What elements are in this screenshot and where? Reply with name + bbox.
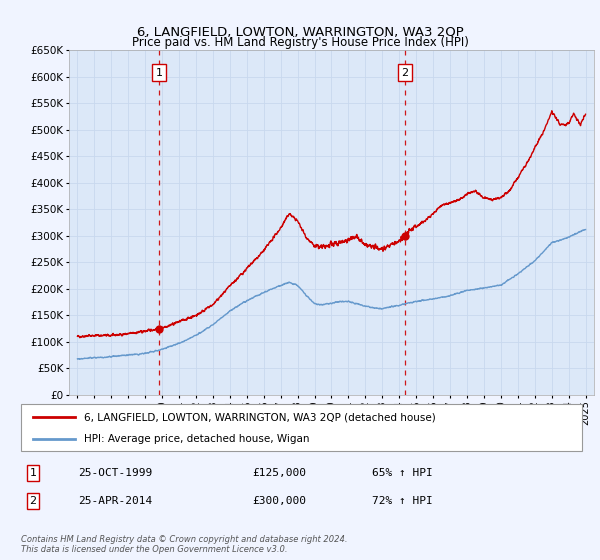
Text: 72% ↑ HPI: 72% ↑ HPI — [372, 496, 433, 506]
Text: £300,000: £300,000 — [252, 496, 306, 506]
Text: Price paid vs. HM Land Registry's House Price Index (HPI): Price paid vs. HM Land Registry's House … — [131, 36, 469, 49]
Text: 25-APR-2014: 25-APR-2014 — [78, 496, 152, 506]
Text: £125,000: £125,000 — [252, 468, 306, 478]
Text: 1: 1 — [155, 68, 163, 78]
Text: 2: 2 — [401, 68, 408, 78]
Text: 6, LANGFIELD, LOWTON, WARRINGTON, WA3 2QP: 6, LANGFIELD, LOWTON, WARRINGTON, WA3 2Q… — [137, 25, 463, 38]
Text: Contains HM Land Registry data © Crown copyright and database right 2024.
This d: Contains HM Land Registry data © Crown c… — [21, 535, 347, 554]
Text: 1: 1 — [29, 468, 37, 478]
Text: 65% ↑ HPI: 65% ↑ HPI — [372, 468, 433, 478]
Text: 6, LANGFIELD, LOWTON, WARRINGTON, WA3 2QP (detached house): 6, LANGFIELD, LOWTON, WARRINGTON, WA3 2Q… — [84, 412, 436, 422]
Text: 2: 2 — [29, 496, 37, 506]
Text: 25-OCT-1999: 25-OCT-1999 — [78, 468, 152, 478]
Text: HPI: Average price, detached house, Wigan: HPI: Average price, detached house, Wiga… — [84, 434, 310, 444]
